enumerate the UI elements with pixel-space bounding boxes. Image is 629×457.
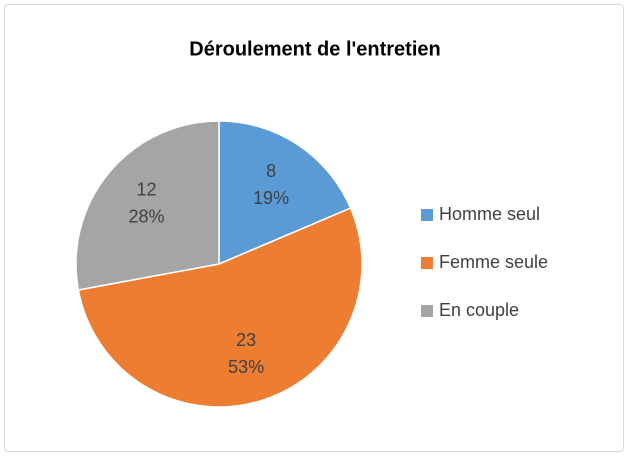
percent-label: 28%	[128, 206, 164, 226]
data-label: 8	[266, 161, 276, 181]
chart-title: Déroulement de l'entretien	[189, 38, 440, 60]
pie-slice	[218, 120, 352, 266]
data-label: 12	[136, 179, 156, 199]
pie-slice	[75, 120, 220, 291]
data-label: 23	[236, 330, 256, 350]
legend-label: Femme seule	[439, 252, 548, 272]
legend-swatch	[421, 257, 433, 269]
percent-label: 53%	[228, 357, 264, 377]
legend-swatch	[421, 209, 433, 221]
legend-label: Homme seul	[439, 204, 540, 224]
pie-slice	[77, 207, 363, 408]
percent-label: 19%	[253, 188, 289, 208]
legend-label: En couple	[439, 300, 519, 320]
legend-swatch	[421, 305, 433, 317]
